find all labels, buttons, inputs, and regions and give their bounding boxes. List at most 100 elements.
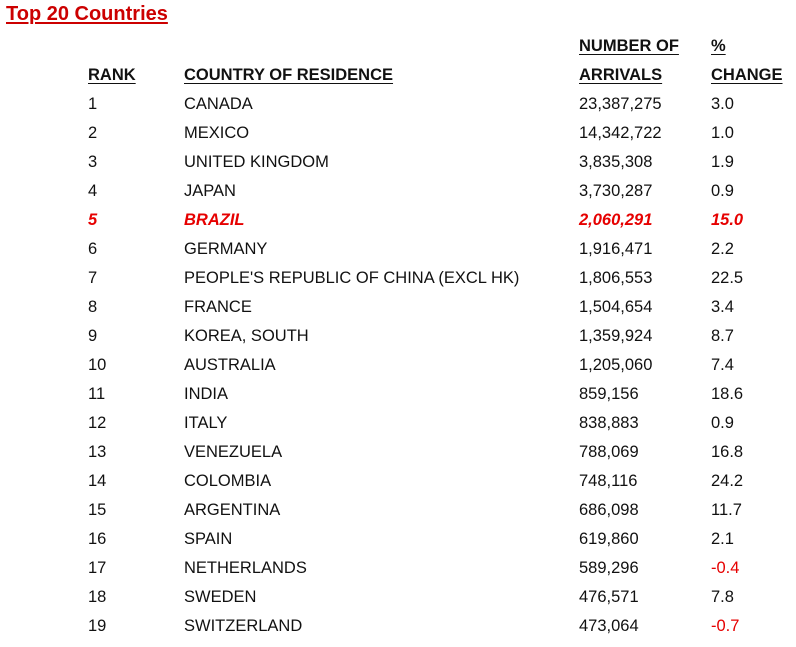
country-cell: VENEZUELA (184, 443, 283, 461)
arrivals-cell: 788,069 (579, 443, 639, 461)
country-cell: GERMANY (184, 240, 268, 258)
rank-cell: 17 (88, 559, 107, 577)
rank-cell: 1 (88, 95, 98, 113)
rank-cell: 4 (88, 182, 98, 200)
change-cell: 7.8 (711, 588, 734, 606)
country-cell: INDIA (184, 385, 229, 403)
rank-cell: 14 (88, 472, 107, 490)
arrivals-cell: 3,730,287 (579, 182, 653, 200)
rank-cell: 11 (88, 385, 106, 403)
table-row: 19 SWITZERLAND 473,064 -0.7 (0, 613, 796, 642)
change-cell: 0.9 (711, 414, 734, 432)
country-cell: NETHERLANDS (184, 559, 307, 577)
change-cell: 8.7 (711, 327, 734, 345)
page-title: Top 20 Countries (6, 3, 168, 25)
change-cell: 3.0 (711, 95, 734, 113)
header-arrivals-line2: ARRIVALS (579, 66, 663, 84)
change-cell: 1.9 (711, 153, 734, 171)
country-cell: MEXICO (184, 124, 250, 142)
arrivals-cell: 859,156 (579, 385, 639, 403)
table-row: 7 PEOPLE'S REPUBLIC OF CHINA (EXCL HK) 1,8… (0, 265, 796, 294)
table-row: 17 NETHERLANDS 589,296 -0.4 (0, 555, 796, 584)
country-cell: AUSTRALIA (184, 356, 276, 374)
rank-cell: 8 (88, 298, 98, 316)
table-row: 4 JAPAN 3,730,287 0.9 (0, 178, 796, 207)
table-row: 2 MEXICO 14,342,722 1.0 (0, 120, 796, 149)
rank-cell: 18 (88, 588, 107, 606)
arrivals-cell: 2,060,291 (579, 211, 653, 229)
rank-cell: 19 (88, 617, 107, 635)
rank-cell: 13 (88, 443, 107, 461)
country-cell: KOREA, SOUTH (184, 327, 309, 345)
country-cell: COLOMBIA (184, 472, 272, 490)
table-row: 9 KOREA, SOUTH 1,359,924 8.7 (0, 323, 796, 352)
rank-cell: 10 (88, 356, 107, 374)
table-row: 12 ITALY 838,883 0.9 (0, 410, 796, 439)
arrivals-cell: 748,116 (579, 472, 638, 490)
table-row: 6 GERMANY 1,916,471 2.2 (0, 236, 796, 265)
country-table-body: 1 CANADA 23,387,275 3.0 2 MEXICO 14,342,722 1.0… (0, 91, 796, 642)
change-cell: 1.0 (711, 124, 734, 142)
change-cell: -0.4 (711, 559, 740, 577)
table-row: 13 VENEZUELA 788,069 16.8 (0, 439, 796, 468)
arrivals-cell: 3,835,308 (579, 153, 653, 171)
header-arrivals-line1: NUMBER OF (579, 37, 679, 55)
country-cell: FRANCE (184, 298, 252, 316)
change-cell: 18.6 (711, 385, 744, 403)
table-row: 8 FRANCE 1,504,654 3.4 (0, 294, 796, 323)
change-cell: 2.2 (711, 240, 734, 258)
arrivals-cell: 1,806,553 (579, 269, 653, 287)
table-row: 18 SWEDEN 476,571 7.8 (0, 584, 796, 613)
country-cell: SPAIN (184, 530, 233, 548)
change-cell: 3.4 (711, 298, 734, 316)
table-row: 14 COLOMBIA 748,116 24.2 (0, 468, 796, 497)
change-cell: 15.0 (711, 211, 744, 229)
country-cell: PEOPLE'S REPUBLIC OF CHINA (EXCL HK) (184, 269, 520, 287)
country-cell: UNITED KINGDOM (184, 153, 329, 171)
table-row: 1 CANADA 23,387,275 3.0 (0, 91, 796, 120)
rank-cell: 15 (88, 501, 107, 519)
table-row: 5 BRAZIL 2,060,291 15.0 (0, 207, 796, 236)
change-cell: 11.7 (711, 501, 742, 519)
rank-cell: 12 (88, 414, 107, 432)
arrivals-cell: 686,098 (579, 501, 639, 519)
arrivals-cell: 619,860 (579, 530, 639, 548)
arrivals-cell: 14,342,722 (579, 124, 662, 142)
arrivals-cell: 838,883 (579, 414, 639, 432)
rank-cell: 16 (88, 530, 107, 548)
table-row: 11 INDIA 859,156 18.6 (0, 381, 796, 410)
country-cell: ITALY (184, 414, 228, 432)
country-cell: SWITZERLAND (184, 617, 303, 635)
arrivals-cell: 473,064 (579, 617, 639, 635)
country-cell: ARGENTINA (184, 501, 281, 519)
arrivals-cell: 589,296 (579, 559, 639, 577)
rank-cell: 7 (88, 269, 98, 287)
change-cell: 0.9 (711, 182, 734, 200)
rank-cell: 5 (88, 211, 98, 229)
change-cell: 2.1 (711, 530, 734, 548)
table-row: 10 AUSTRALIA 1,205,060 7.4 (0, 352, 796, 381)
change-cell: -0.7 (711, 617, 740, 635)
country-cell: CANADA (184, 95, 253, 113)
header-country: COUNTRY OF RESIDENCE (184, 66, 394, 84)
rank-cell: 6 (88, 240, 98, 258)
header-rank: RANK (88, 66, 136, 84)
table-row: 15 ARGENTINA 686,098 11.7 (0, 497, 796, 526)
change-cell: 24.2 (711, 472, 744, 490)
arrivals-cell: 476,571 (579, 588, 639, 606)
header-change-line2: CHANGE (711, 66, 783, 84)
rank-cell: 3 (88, 153, 98, 171)
header-change-line1: % (711, 37, 726, 55)
arrivals-cell: 23,387,275 (579, 95, 662, 113)
country-cell: SWEDEN (184, 588, 257, 606)
change-cell: 16.8 (711, 443, 744, 461)
country-cell: BRAZIL (184, 211, 245, 229)
arrivals-cell: 1,916,471 (579, 240, 653, 258)
change-cell: 7.4 (711, 356, 734, 374)
arrivals-cell: 1,504,654 (579, 298, 653, 316)
arrivals-cell: 1,359,924 (579, 327, 653, 345)
rank-cell: 2 (88, 124, 98, 142)
change-cell: 22.5 (711, 269, 744, 287)
table-row: 16 SPAIN 619,860 2.1 (0, 526, 796, 555)
rank-cell: 9 (88, 327, 98, 345)
